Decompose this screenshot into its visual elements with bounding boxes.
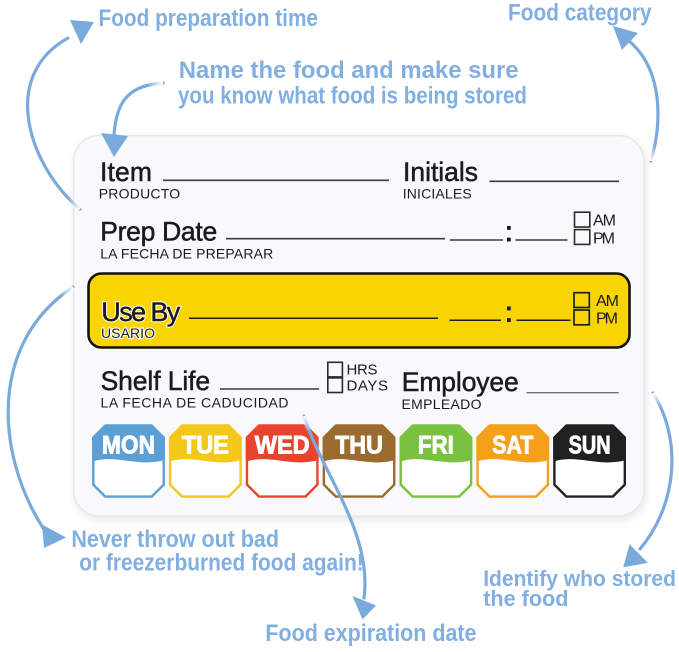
svg-text:TUE: TUE [182, 431, 229, 459]
svg-text:INICIALES: INICIALES [403, 186, 472, 202]
svg-text:DAYS: DAYS [347, 377, 389, 394]
svg-text:PRODUCTO: PRODUCTO [99, 186, 181, 202]
svg-text::: : [505, 216, 513, 247]
svg-text:Initials: Initials [403, 157, 478, 187]
svg-text:AM: AM [593, 213, 616, 230]
svg-text:LA FECHA DE PREPARAR: LA FECHA DE PREPARAR [100, 246, 273, 262]
svg-text:FRI: FRI [418, 431, 454, 459]
svg-text:Shelf Life: Shelf Life [101, 366, 211, 396]
svg-text:Food category: Food category [508, 0, 652, 27]
svg-text:or freezerburned food again!: or freezerburned food again! [79, 550, 364, 577]
svg-text:PM: PM [596, 311, 618, 328]
svg-text:Employee: Employee [402, 367, 519, 397]
svg-text:Food preparation time: Food preparation time [99, 5, 319, 32]
svg-text:Food expiration date: Food expiration date [265, 620, 476, 647]
svg-text:Never throw out bad: Never throw out bad [71, 526, 279, 553]
svg-text:the food: the food [483, 586, 568, 611]
svg-text:you know what food is being st: you know what food is being stored [178, 83, 527, 110]
svg-text:MON: MON [102, 431, 155, 459]
svg-text:USARIO: USARIO [101, 325, 155, 341]
svg-text:Prep Date: Prep Date [100, 217, 217, 247]
svg-text:Name the food and make sure: Name the food and make sure [179, 57, 519, 84]
svg-text:PM: PM [593, 230, 615, 247]
svg-text:SAT: SAT [492, 431, 533, 459]
svg-text:Identify who stored: Identify who stored [483, 566, 676, 591]
svg-text:AM: AM [596, 293, 619, 310]
svg-text:USARIO: USARIO [101, 325, 155, 341]
svg-text:EMPLEADO: EMPLEADO [402, 396, 482, 412]
svg-text:Item: Item [100, 157, 152, 187]
svg-text:Use By: Use By [101, 297, 181, 327]
svg-text:LA FECHA DE CADUCIDAD: LA FECHA DE CADUCIDAD [101, 394, 289, 410]
svg-text:Use By: Use By [101, 297, 181, 327]
svg-text:THU: THU [335, 431, 383, 459]
svg-text:SUN: SUN [569, 431, 611, 459]
svg-text:WED: WED [255, 431, 310, 459]
svg-text::: : [505, 297, 513, 328]
svg-text:HRS: HRS [347, 361, 378, 378]
